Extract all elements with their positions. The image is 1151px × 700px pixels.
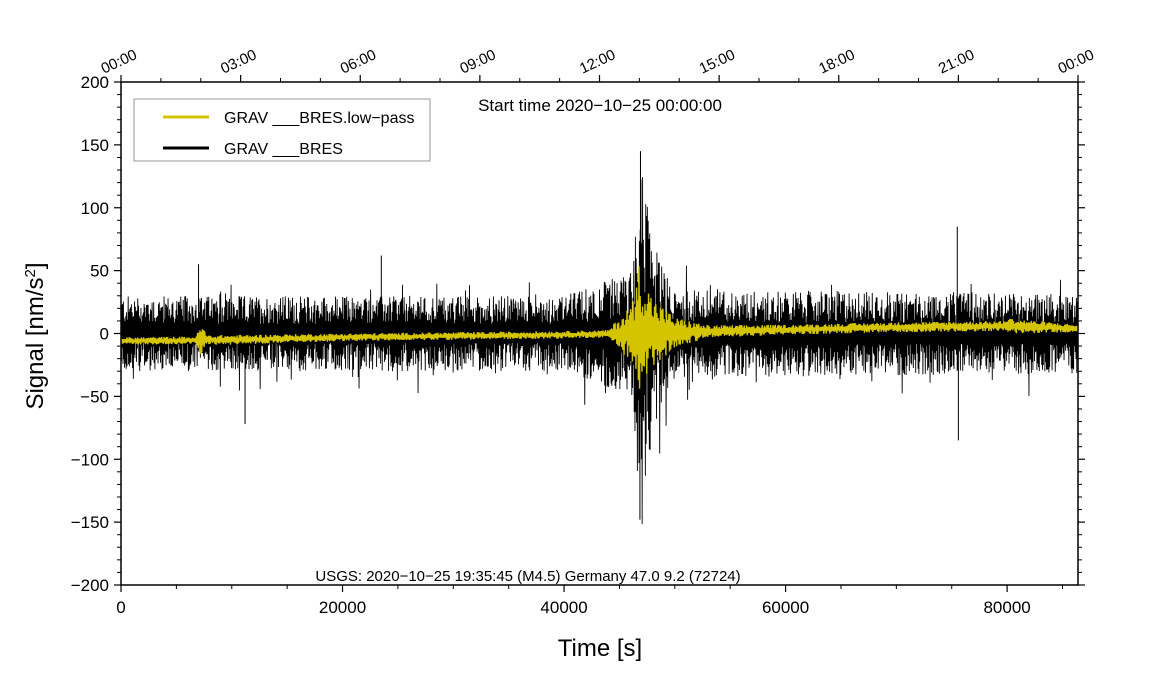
top-time-axis: 00:00 03:00 06:00 09:00 12:00 15:00 18:00 21:00…	[98, 46, 1097, 82]
y-tick-label-4: 0	[100, 325, 109, 344]
top-tick-label-2: 06:00	[338, 46, 379, 77]
y-tick-label-6: 100	[81, 199, 109, 218]
top-tick-label-5: 15:00	[697, 46, 738, 77]
x-tick-label-3: 60000	[762, 598, 809, 617]
top-tick-label-1: 03:00	[218, 46, 259, 77]
x-axis-label: Time [s]	[558, 635, 642, 662]
x-tick-label-2: 40000	[540, 598, 587, 617]
top-tick-label-4: 12:00	[577, 46, 618, 77]
x-axis: 0 20000 40000 60000 80000	[116, 585, 1063, 617]
y-tick-label-2: −100	[71, 450, 109, 469]
legend: GRAV ___BRES.low−pass GRAV ___BRES	[133, 98, 431, 162]
y-tick-label-7: 150	[81, 136, 109, 155]
top-tick-label-8: 00:00	[1055, 46, 1096, 77]
top-tick-label-7: 21:00	[936, 46, 977, 77]
legend-label-lowpass: GRAV ___BRES.low−pass	[224, 110, 414, 127]
legend-label-raw: GRAV ___BRES	[224, 141, 343, 158]
start-time-label: Start time 2020−10−25 00:00:00	[478, 96, 722, 115]
y-axis-label-main: Signal [nm/s	[22, 277, 49, 409]
y-axis-label-close: ]	[22, 262, 49, 269]
x-tick-label-1: 20000	[319, 598, 366, 617]
y-tick-label-1: −150	[71, 513, 109, 532]
series-line-raw	[121, 177, 1078, 525]
series-group	[121, 151, 1078, 525]
y-axis: −200 −150 −100 −50 0 50 100 150 200	[71, 73, 1085, 595]
y-tick-label-8: 200	[81, 73, 109, 92]
top-tick-label-3: 09:00	[457, 46, 498, 77]
x-tick-label-4: 80000	[983, 598, 1030, 617]
event-annotation: USGS: 2020−10−25 19:35:45 (M4.5) Germany…	[315, 568, 740, 585]
y-axis-label: Signal [nm/s2]	[22, 262, 50, 409]
y-axis-label-sup: 2	[22, 269, 39, 277]
legend-box	[133, 98, 431, 162]
y-tick-label-5: 50	[90, 262, 109, 281]
series-line-lowpass	[121, 266, 1078, 389]
y-tick-label-0: −200	[71, 576, 109, 595]
y-tick-label-3: −50	[80, 387, 109, 406]
top-tick-label-6: 18:00	[816, 46, 857, 77]
x-tick-label-0: 0	[116, 598, 125, 617]
